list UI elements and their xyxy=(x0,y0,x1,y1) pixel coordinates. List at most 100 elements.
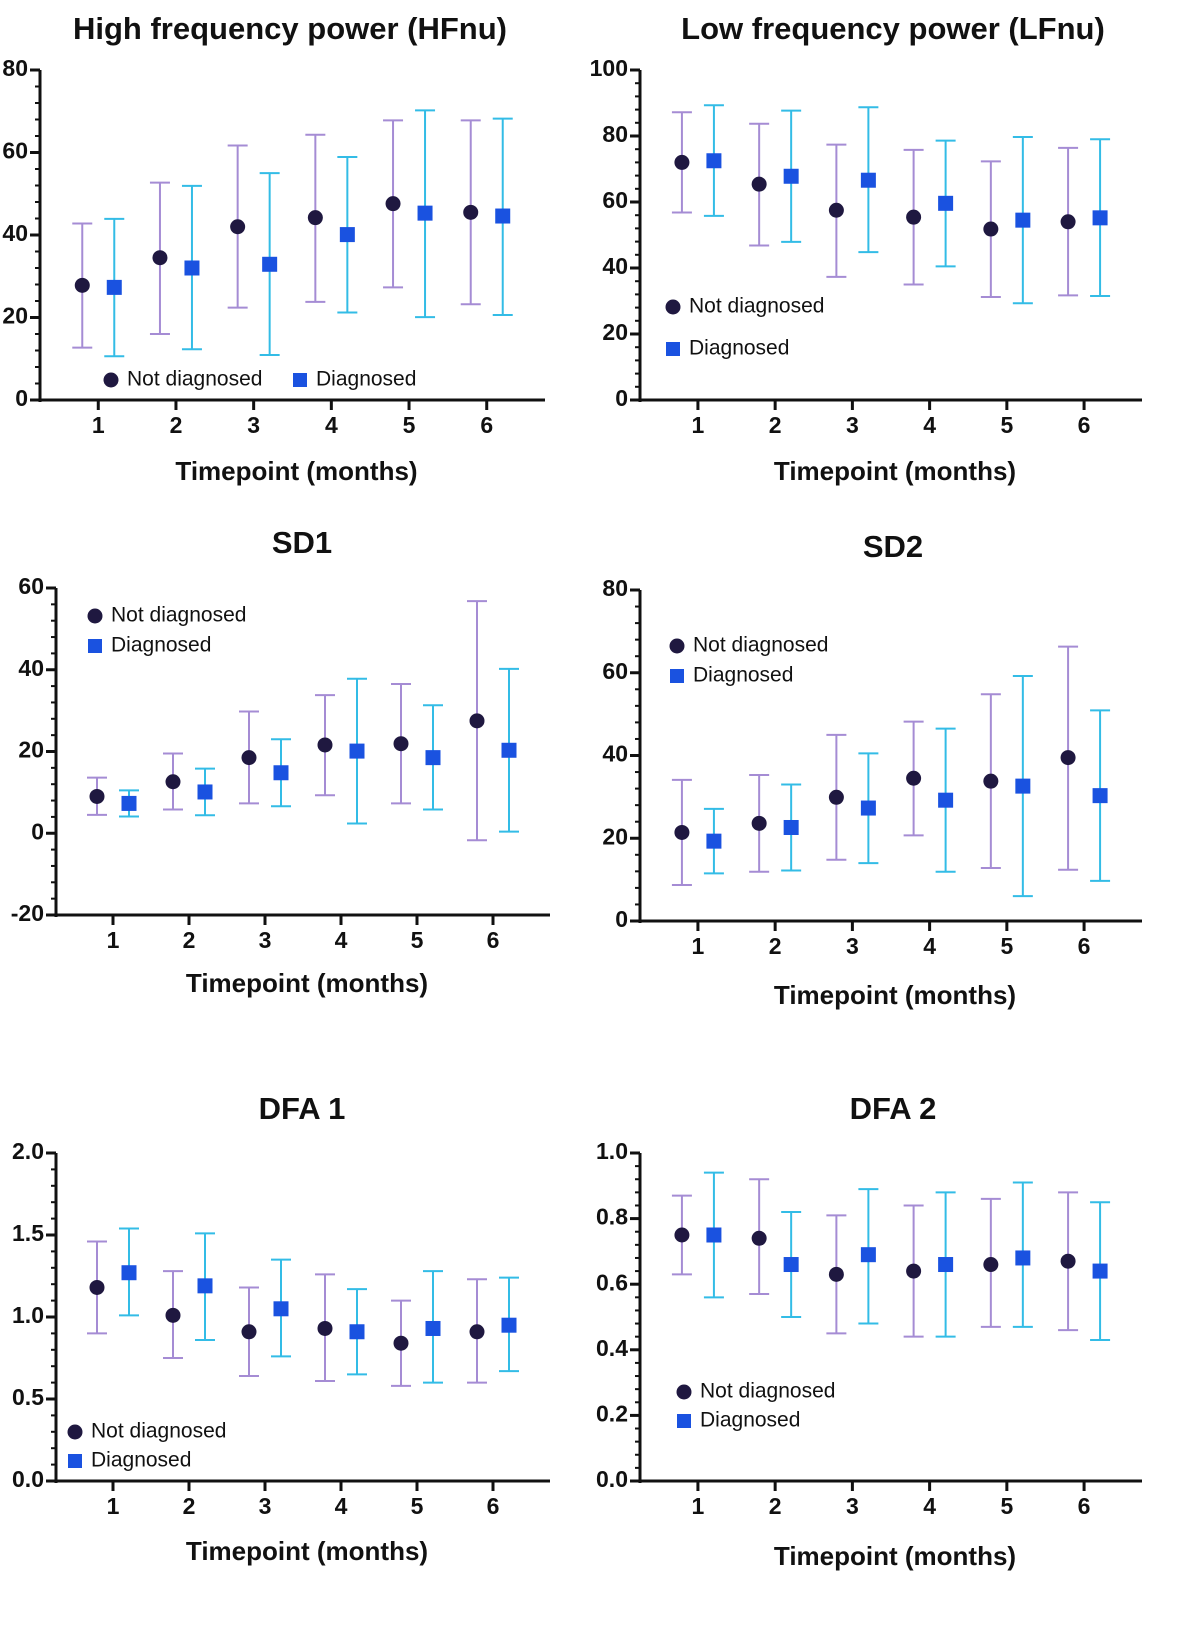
data-point-not-diagnosed xyxy=(165,1307,181,1323)
data-point-diagnosed xyxy=(706,833,722,849)
data-point-not-diagnosed xyxy=(751,176,767,192)
data-point-not-diagnosed xyxy=(317,1320,333,1336)
chart-panel-2: Low frequency power (LFnu) 0 20 40 60 80 100 1 2… xyxy=(590,11,1142,486)
x-tick-label: 5 xyxy=(411,927,424,953)
data-point-diagnosed xyxy=(938,1257,954,1273)
legend-marker-not-diagnosed xyxy=(665,299,681,315)
series-diagnosed xyxy=(119,1227,519,1384)
data-point-not-diagnosed xyxy=(828,1266,844,1282)
data-point-not-diagnosed xyxy=(906,1263,922,1279)
data-point-not-diagnosed xyxy=(241,750,257,766)
x-tick-label: 5 xyxy=(1000,933,1013,959)
x-axis-label: Timepoint (months) xyxy=(774,980,1016,1010)
data-point-not-diagnosed xyxy=(165,774,181,790)
y-tick-label: 80 xyxy=(602,575,628,601)
data-point-diagnosed xyxy=(501,1317,517,1333)
legend: Not diagnosed Diagnosed xyxy=(676,1380,835,1432)
x-tick-label: 6 xyxy=(487,927,500,953)
series-not-diagnosed xyxy=(87,600,487,842)
data-point-diagnosed xyxy=(273,765,289,781)
y-tick-label: 80 xyxy=(602,121,628,147)
chart-panel-4: SD2 0 20 40 60 80 1 2 3 4 5 6 Timepoint (months) Not … xyxy=(602,529,1142,1010)
data-point-diagnosed xyxy=(425,750,441,766)
data-point-diagnosed xyxy=(1015,212,1031,228)
legend-label-not-diagnosed: Not diagnosed xyxy=(693,634,828,657)
data-point-not-diagnosed xyxy=(983,1257,999,1273)
data-point-not-diagnosed xyxy=(983,773,999,789)
data-point-diagnosed xyxy=(706,1227,722,1243)
x-tick-label: 4 xyxy=(325,412,338,438)
data-point-diagnosed xyxy=(197,784,213,800)
legend-label-not-diagnosed: Not diagnosed xyxy=(111,604,246,627)
x-tick-label: 4 xyxy=(923,412,936,438)
legend-marker-not-diagnosed xyxy=(676,1384,692,1400)
chart-title: SD1 xyxy=(272,525,332,560)
data-point-diagnosed xyxy=(783,168,799,184)
legend-label-not-diagnosed: Not diagnosed xyxy=(91,1420,226,1443)
x-tick-label: 5 xyxy=(403,412,416,438)
data-point-not-diagnosed xyxy=(828,789,844,805)
data-point-not-diagnosed xyxy=(828,202,844,218)
data-point-not-diagnosed xyxy=(385,196,401,212)
data-point-diagnosed xyxy=(938,792,954,808)
legend-marker-diagnosed xyxy=(68,1454,82,1468)
y-tick-label: 0 xyxy=(31,818,44,844)
chart-title: DFA 2 xyxy=(850,1091,937,1126)
data-point-diagnosed xyxy=(783,819,799,835)
series-not-diagnosed xyxy=(72,119,481,349)
x-tick-label: 1 xyxy=(692,1493,705,1519)
x-tick-label: 4 xyxy=(335,1493,348,1519)
legend-marker-not-diagnosed xyxy=(103,372,119,388)
data-point-not-diagnosed xyxy=(983,221,999,237)
legend-label-diagnosed: Diagnosed xyxy=(91,1449,191,1472)
chart-title: DFA 1 xyxy=(259,1091,346,1126)
data-point-not-diagnosed xyxy=(74,277,90,293)
legend-label-diagnosed: Diagnosed xyxy=(700,1409,800,1432)
chart-title: Low frequency power (LFnu) xyxy=(681,11,1105,46)
legend-label-diagnosed: Diagnosed xyxy=(693,664,793,687)
legend-label-not-diagnosed: Not diagnosed xyxy=(127,368,262,391)
x-axis-label: Timepoint (months) xyxy=(774,456,1016,486)
y-tick-label: 60 xyxy=(602,658,628,684)
legend-marker-diagnosed xyxy=(666,342,680,356)
data-point-not-diagnosed xyxy=(751,1230,767,1246)
chart-panel-5: DFA 1 0.0 0.5 1.0 1.5 2.0 1 2 3 4 5 6 Timepoint (mon… xyxy=(12,1091,550,1566)
x-tick-label: 2 xyxy=(769,1493,782,1519)
x-tick-label: 5 xyxy=(1000,1493,1013,1519)
x-axis-label: Timepoint (months) xyxy=(186,1536,428,1566)
data-point-diagnosed xyxy=(273,1301,289,1317)
y-tick-label: 40 xyxy=(602,253,628,279)
legend-marker-diagnosed xyxy=(88,639,102,653)
legend-marker-diagnosed xyxy=(670,669,684,683)
y-tick-label: 100 xyxy=(590,55,628,81)
y-tick-label: 0 xyxy=(615,385,628,411)
data-point-not-diagnosed xyxy=(674,154,690,170)
x-tick-label: 1 xyxy=(692,412,705,438)
series-not-diagnosed xyxy=(87,1240,487,1387)
data-point-diagnosed xyxy=(706,153,722,169)
data-point-diagnosed xyxy=(184,260,200,276)
x-tick-label: 6 xyxy=(1078,1493,1091,1519)
x-tick-label: 3 xyxy=(846,933,859,959)
legend: Not diagnosed Diagnosed xyxy=(669,634,828,687)
x-tick-label: 3 xyxy=(846,412,859,438)
data-point-diagnosed xyxy=(349,743,365,759)
x-tick-label: 6 xyxy=(487,1493,500,1519)
x-axis-label: Timepoint (months) xyxy=(175,456,417,486)
data-point-diagnosed xyxy=(339,227,355,243)
data-point-diagnosed xyxy=(1092,1263,1108,1279)
data-point-diagnosed xyxy=(1092,210,1108,226)
x-tick-label: 6 xyxy=(1078,933,1091,959)
y-tick-label: 0.5 xyxy=(12,1384,44,1410)
y-tick-label: 0.6 xyxy=(596,1269,628,1295)
y-tick-label: 60 xyxy=(602,187,628,213)
y-tick-label: 20 xyxy=(2,303,28,329)
y-tick-label: 0.2 xyxy=(596,1400,628,1426)
data-point-diagnosed xyxy=(121,1265,137,1281)
x-tick-label: 2 xyxy=(170,412,183,438)
data-point-not-diagnosed xyxy=(1060,1253,1076,1269)
legend-marker-diagnosed xyxy=(293,373,307,387)
data-point-diagnosed xyxy=(1092,788,1108,804)
x-tick-label: 3 xyxy=(247,412,260,438)
